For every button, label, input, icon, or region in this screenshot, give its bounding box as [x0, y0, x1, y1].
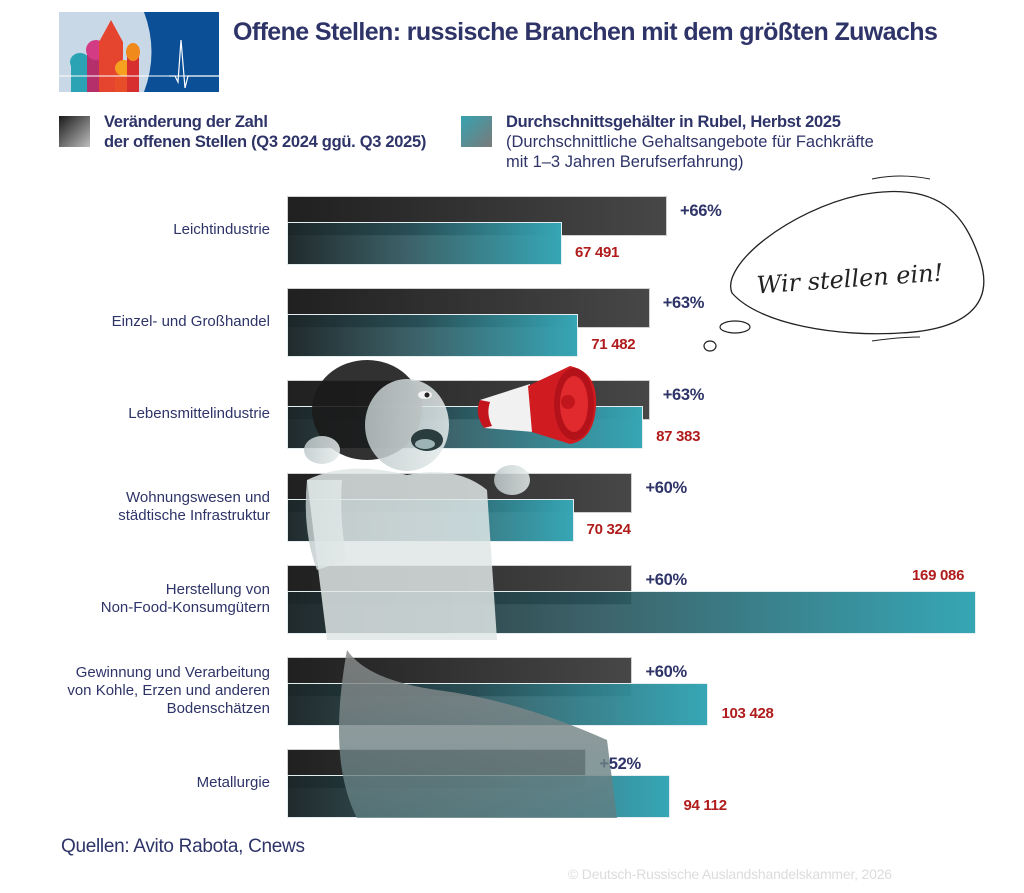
category-label: Wohnungswesen und städtische Infrastruktu…: [118, 488, 270, 524]
category-label: Herstellung von Non-Food-Konsumgütern: [100, 580, 270, 616]
legend-salary-line1: Durchschnittsgehälter in Rubel, Herbst 2…: [506, 113, 841, 131]
kremlin-heartbeat-logo-icon: [59, 12, 219, 92]
value-label-salary: 71 482: [591, 336, 636, 354]
value-label-change: +63%: [662, 386, 705, 405]
value-label-change: +60%: [645, 570, 687, 589]
bar-salary: [287, 683, 709, 726]
category-label: Metallurgie: [196, 774, 270, 792]
bar-salary: [287, 222, 563, 265]
callout-text: Wir stellen ein!: [756, 259, 944, 300]
category-label: Einzel- und Großhandel: [111, 313, 270, 331]
bar-salary: [287, 498, 574, 542]
category-label: Lebensmittelindustrie: [128, 405, 270, 423]
value-label-salary: 103 428: [721, 705, 774, 722]
copyright-note: © Deutsch-Russische Auslandshandelskamme…: [568, 866, 892, 882]
value-label-salary: 169 086: [912, 566, 965, 584]
legend-salary-line2: (Durchschnittliche Gehaltsangebote für F…: [506, 133, 874, 151]
bar-salary: [287, 590, 976, 634]
thought-bubble-icon: Wir stellen ein!: [703, 175, 985, 352]
legend-swatch-change: [59, 116, 90, 147]
value-label-salary: 87 383: [656, 428, 701, 446]
bar-salary: [287, 314, 579, 358]
legend-change-line1: Veränderung der Zahl: [104, 113, 268, 131]
category-label: Leichtindustrie: [173, 221, 270, 238]
category-label: Gewinnung und Verarbeitung von Kohle, Erz…: [67, 664, 270, 717]
value-label-change: +52%: [599, 755, 641, 774]
value-label-change: +60%: [645, 663, 687, 681]
legend-salary-line3: mit 1–3 Jahren Berufserfahrung): [506, 153, 744, 171]
megaphone-icon: [477, 366, 597, 444]
value-label-salary: 70 324: [586, 520, 631, 538]
legend-change-line2: der offenen Stellen (Q3 2024 ggü. Q3 202…: [104, 133, 427, 151]
legend-swatch-salary: [461, 116, 492, 147]
legend-item-salary: Durchschnittsgehälter in Rubel, Herbst 2…: [461, 112, 874, 172]
value-label-salary: 67 491: [575, 244, 620, 261]
logo: [59, 12, 219, 92]
sources-note: Quellen: Avito Rabota, Cnews: [61, 836, 305, 857]
legend-item-change: Veränderung der Zahl der offenen Stellen…: [59, 112, 426, 152]
value-label-change: +63%: [662, 294, 705, 313]
bar-salary: [287, 775, 671, 819]
page-title: Offene Stellen: russische Branchen mit d…: [233, 18, 938, 46]
value-label-salary: 94 112: [683, 797, 727, 815]
value-label-change: +66%: [680, 202, 722, 220]
value-label-change: +60%: [645, 478, 687, 497]
